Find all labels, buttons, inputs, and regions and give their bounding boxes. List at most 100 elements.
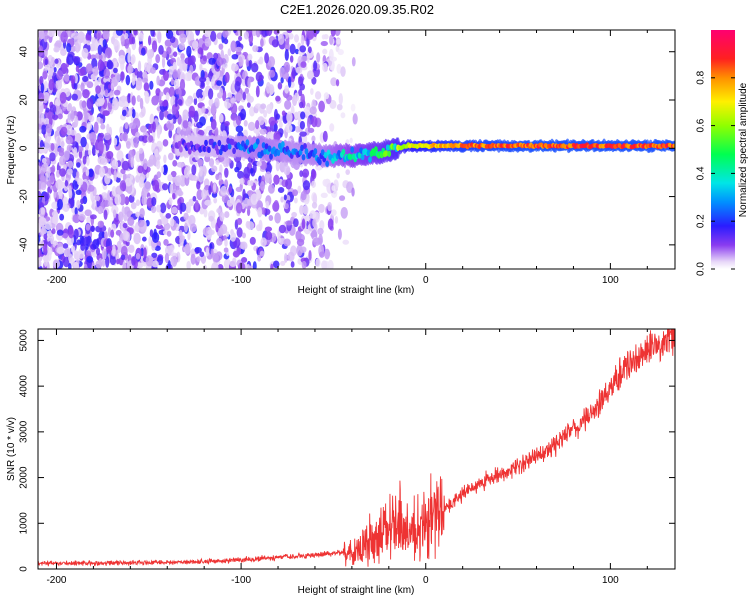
noise-blob — [140, 125, 147, 133]
noise-blob — [150, 205, 157, 214]
noise-blob — [64, 179, 69, 187]
ridge-core — [313, 148, 318, 155]
noise-blob — [193, 110, 199, 123]
ridge-core — [227, 143, 232, 150]
ridge-core — [269, 153, 273, 160]
noise-blob — [309, 210, 317, 219]
noise-blob — [45, 123, 53, 134]
noise-blob — [231, 53, 239, 60]
noise-blob — [311, 135, 316, 143]
noise-blob — [85, 169, 90, 177]
noise-blob — [224, 211, 230, 218]
noise-blob — [223, 247, 229, 253]
noise-blob — [78, 214, 86, 221]
noise-blob — [338, 93, 343, 106]
spectrogram-ridge-layer — [174, 133, 675, 169]
noise-blob — [219, 224, 228, 235]
noise-blob — [303, 106, 312, 116]
noise-blob — [53, 46, 60, 53]
colorbar: 0.0 0.2 0.4 0.6 0.8 Normalized spectral ampl… — [696, 30, 749, 276]
noise-blob — [82, 88, 90, 99]
noise-blob — [54, 145, 59, 157]
noise-blob — [56, 246, 65, 255]
noise-blob — [241, 232, 247, 239]
noise-blob — [189, 154, 194, 165]
spectrogram-x-tick-label: -100 — [231, 275, 251, 286]
noise-blob — [264, 226, 273, 232]
noise-blob — [113, 89, 121, 96]
noise-blob — [39, 140, 44, 149]
noise-blob — [311, 169, 317, 180]
ridge-core — [280, 141, 285, 148]
noise-blob — [315, 258, 321, 268]
noise-blob — [62, 203, 70, 212]
noise-blob — [249, 180, 254, 187]
noise-blob — [155, 224, 164, 230]
noise-blob — [115, 229, 122, 236]
noise-blob — [113, 169, 117, 182]
noise-blob — [219, 87, 224, 98]
noise-blob — [86, 216, 91, 224]
noise-blob — [168, 86, 175, 98]
noise-blob — [40, 124, 47, 135]
noise-blob — [218, 174, 223, 181]
noise-blob — [329, 99, 337, 110]
ridge-core — [357, 152, 362, 159]
noise-blob — [65, 135, 73, 145]
noise-blob — [172, 160, 178, 167]
noise-blob — [38, 259, 42, 268]
noise-blob — [142, 71, 148, 80]
noise-blob — [116, 150, 124, 162]
noise-blob — [212, 85, 221, 91]
noise-blob — [222, 30, 229, 38]
noise-blob — [38, 166, 42, 175]
noise-blob — [77, 248, 85, 260]
noise-blob — [238, 35, 243, 42]
figure-title: C2E1.2026.020.09.35.R02 — [280, 2, 434, 17]
noise-blob — [212, 182, 217, 193]
noise-blob — [38, 45, 44, 57]
noise-blob — [239, 177, 245, 185]
noise-blob — [223, 38, 229, 45]
noise-blob — [219, 113, 224, 123]
spectrogram-y-tick-label: 20 — [19, 94, 30, 106]
noise-blob — [238, 262, 246, 269]
noise-blob — [147, 64, 151, 74]
ridge-core — [303, 142, 307, 150]
noise-blob — [99, 118, 104, 125]
noise-blob — [328, 48, 334, 61]
noise-blob — [62, 196, 68, 206]
noise-blob — [139, 176, 144, 185]
noise-blob — [51, 228, 56, 235]
noise-blob — [84, 111, 88, 123]
noise-blob — [40, 82, 45, 94]
noise-blob — [349, 137, 353, 144]
noise-blob — [95, 260, 103, 269]
noise-blob — [100, 123, 106, 130]
noise-blob — [240, 108, 247, 121]
noise-blob — [177, 99, 183, 106]
noise-blob — [227, 92, 233, 98]
noise-blob — [104, 173, 111, 185]
noise-blob — [268, 184, 275, 194]
colorbar-tick-label: 0.4 — [696, 166, 707, 180]
noise-blob — [234, 46, 243, 52]
noise-blob — [141, 195, 148, 206]
noise-blob — [273, 108, 278, 121]
noise-blob — [351, 57, 356, 67]
noise-blob — [208, 215, 214, 222]
noise-blob — [127, 64, 134, 74]
noise-blob — [154, 245, 161, 251]
noise-blob — [210, 78, 215, 87]
noise-blob — [316, 52, 321, 63]
noise-blob — [224, 71, 230, 83]
snr-x-tick-label: -100 — [231, 575, 251, 586]
noise-blob — [151, 40, 158, 53]
noise-blob — [210, 30, 217, 42]
noise-blob — [160, 165, 165, 174]
noise-blob — [327, 218, 334, 230]
noise-blob — [147, 35, 152, 46]
noise-blob — [113, 61, 118, 68]
noise-blob — [46, 180, 52, 188]
